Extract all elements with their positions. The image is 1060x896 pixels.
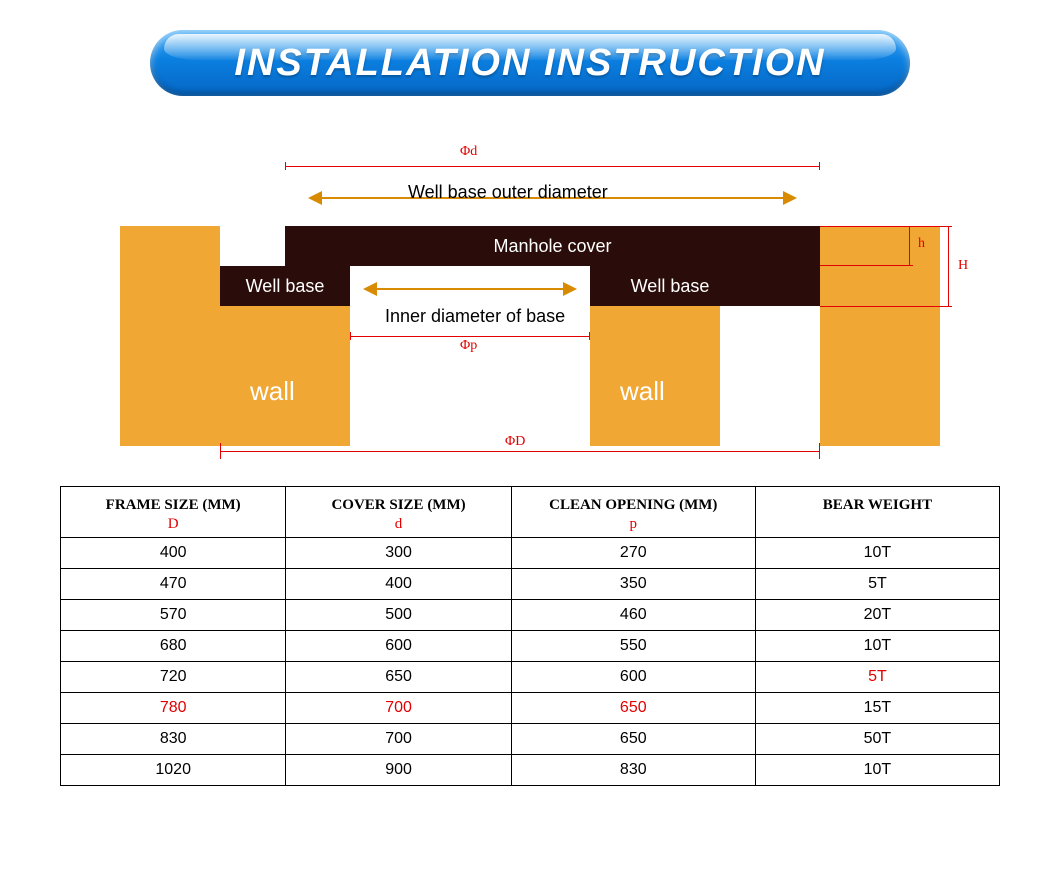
table-cell: 650	[511, 724, 755, 755]
table-row: 7206506005T	[61, 662, 1000, 693]
title-banner: INSTALLATION INSTRUCTION	[150, 30, 910, 96]
arrow-inner-diameter	[365, 288, 575, 290]
dim-line-phi-d	[285, 166, 820, 167]
spec-table-body: 40030027010T4704003505T57050046020T68060…	[61, 538, 1000, 786]
table-cell: 5T	[755, 569, 999, 600]
table-cell: 350	[511, 569, 755, 600]
table-cell: 600	[511, 662, 755, 693]
well-base-left-label: Well base	[246, 276, 325, 297]
table-cell: 900	[286, 755, 511, 786]
table-cell: 15T	[755, 693, 999, 724]
label-h: h	[918, 236, 925, 252]
table-cell: 780	[61, 693, 286, 724]
table-cell: 50T	[755, 724, 999, 755]
table-cell: 10T	[755, 538, 999, 569]
well-base-right: Well base	[590, 266, 820, 306]
wall-left-text: wall	[250, 376, 295, 407]
table-cell: 1020	[61, 755, 286, 786]
table-cell: 650	[286, 662, 511, 693]
table-row: 4704003505T	[61, 569, 1000, 600]
label-outer-diameter: Well base outer diameter	[408, 182, 608, 203]
label-phi-D: ΦD	[505, 434, 525, 450]
table-cell: 10T	[755, 631, 999, 662]
table-cell: 550	[511, 631, 755, 662]
table-cell: 5T	[755, 662, 999, 693]
table-cell: 400	[61, 538, 286, 569]
table-row: 83070065050T	[61, 724, 1000, 755]
table-cell: 470	[61, 569, 286, 600]
table-cell: 500	[286, 600, 511, 631]
table-row: 78070065015T	[61, 693, 1000, 724]
table-row: 68060055010T	[61, 631, 1000, 662]
ground-left	[120, 226, 220, 446]
manhole-cover-label: Manhole cover	[493, 236, 611, 257]
table-cell: 460	[511, 600, 755, 631]
table-row: 57050046020T	[61, 600, 1000, 631]
table-row: 40030027010T	[61, 538, 1000, 569]
table-header: FRAME SIZE (MM)D	[61, 487, 286, 538]
label-phi-d: Φd	[460, 144, 477, 160]
label-inner-diameter: Inner diameter of base	[385, 306, 565, 327]
table-cell: 700	[286, 724, 511, 755]
table-cell: 720	[61, 662, 286, 693]
table-cell: 270	[511, 538, 755, 569]
table-cell: 680	[61, 631, 286, 662]
installation-diagram: Φd Well base outer diameter Well base We…	[120, 136, 940, 466]
spec-table-head: FRAME SIZE (MM)DCOVER SIZE (MM)dCLEAN OP…	[61, 487, 1000, 538]
table-cell: 10T	[755, 755, 999, 786]
table-cell: 570	[61, 600, 286, 631]
table-cell: 830	[61, 724, 286, 755]
table-cell: 650	[511, 693, 755, 724]
label-phi-p: Φp	[460, 338, 477, 354]
table-cell: 830	[511, 755, 755, 786]
label-H: H	[958, 258, 968, 274]
title-text: INSTALLATION INSTRUCTION	[234, 42, 825, 85]
table-cell: 20T	[755, 600, 999, 631]
ground-right	[820, 226, 940, 446]
table-header: CLEAN OPENING (MM)p	[511, 487, 755, 538]
dim-line-phi-D	[220, 451, 820, 452]
table-cell: 600	[286, 631, 511, 662]
wall-right-text: wall	[620, 376, 665, 407]
spec-table: FRAME SIZE (MM)DCOVER SIZE (MM)dCLEAN OP…	[60, 486, 1000, 786]
table-header: BEAR WEIGHT	[755, 487, 999, 538]
table-cell: 400	[286, 569, 511, 600]
manhole-cover: Manhole cover	[285, 226, 820, 266]
table-cell: 700	[286, 693, 511, 724]
table-cell: 300	[286, 538, 511, 569]
table-row: 102090083010T	[61, 755, 1000, 786]
well-base-left: Well base	[220, 266, 350, 306]
table-header: COVER SIZE (MM)d	[286, 487, 511, 538]
well-base-right-label: Well base	[631, 276, 710, 297]
dim-line-phi-p	[350, 336, 590, 337]
